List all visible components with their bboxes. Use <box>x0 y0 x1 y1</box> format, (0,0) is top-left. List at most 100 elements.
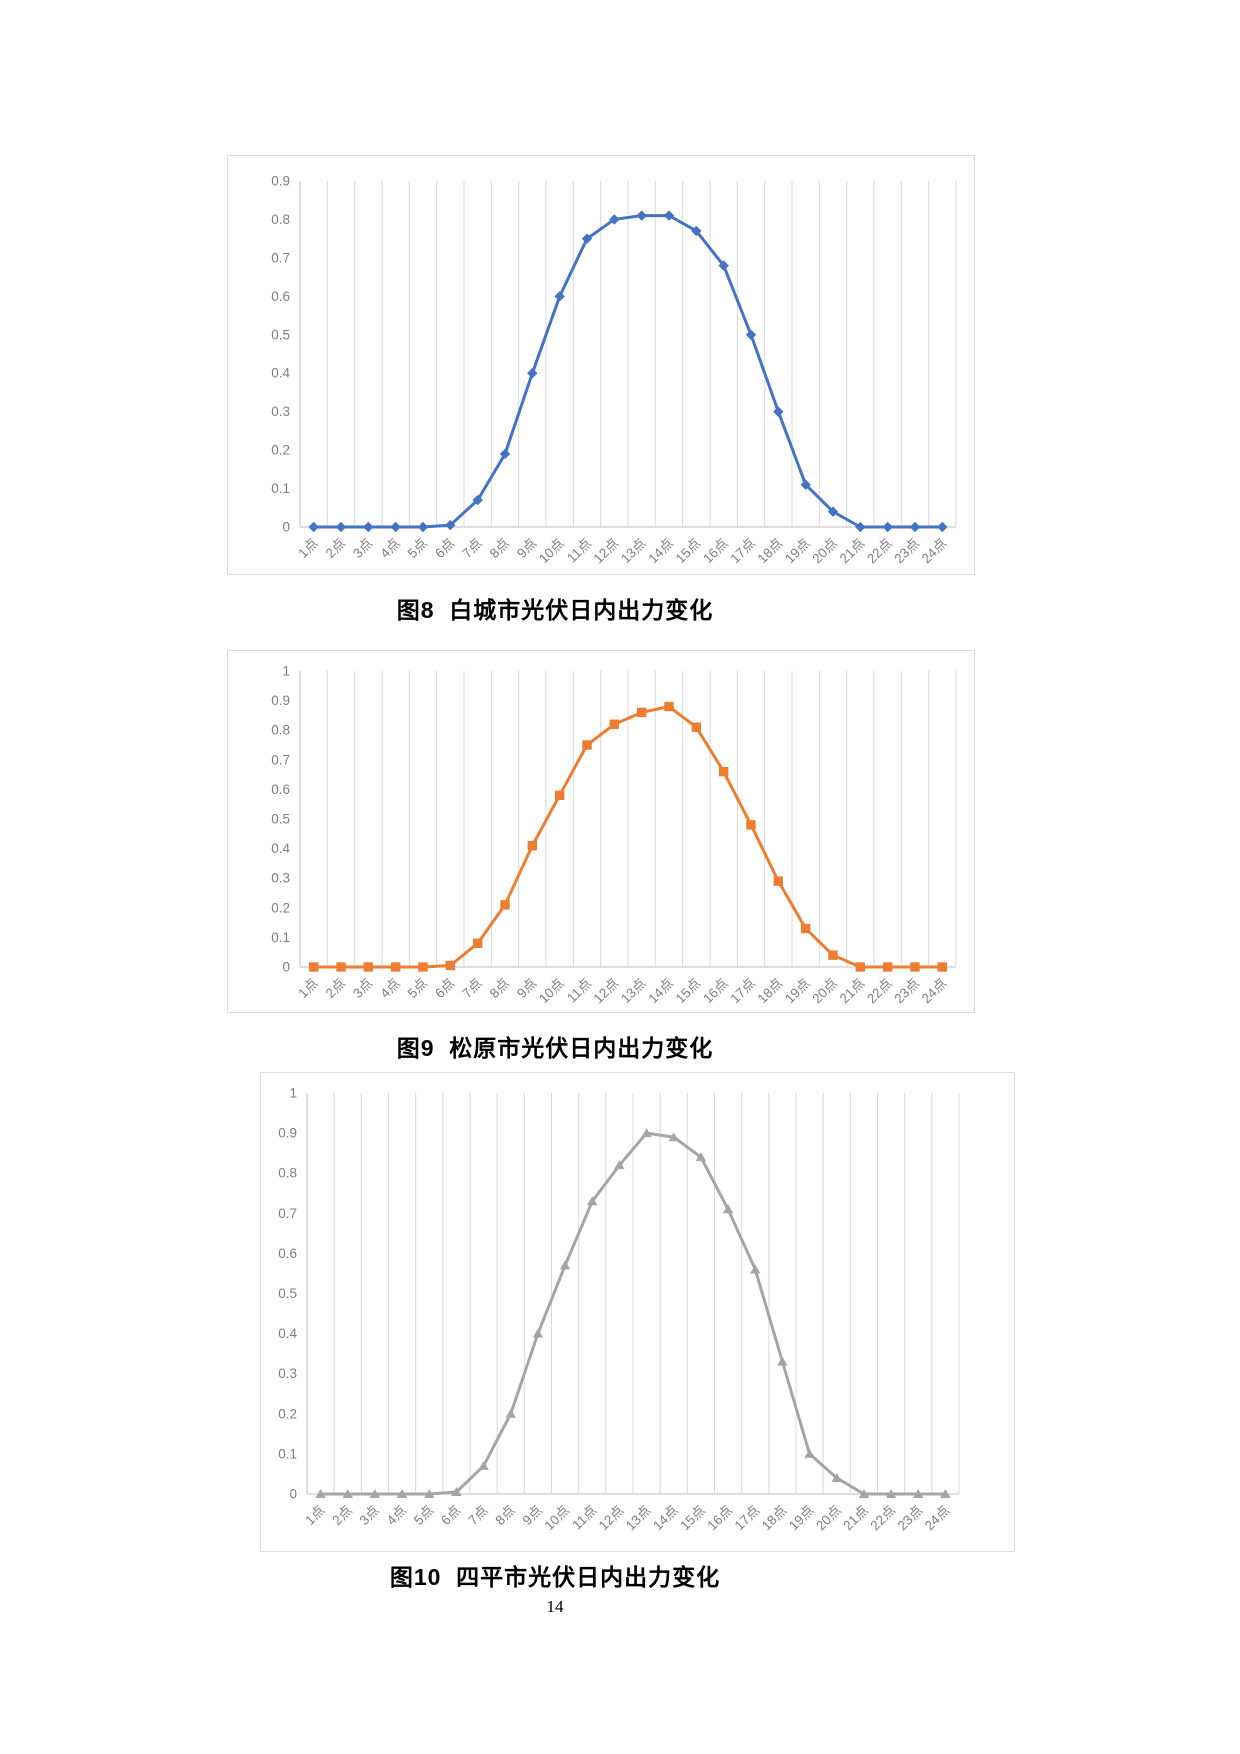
data-point-marker <box>445 960 456 971</box>
figure8-caption: 图8 白城市光伏日内出力变化 <box>396 597 714 623</box>
y-tick-label: 0.2 <box>271 900 290 915</box>
x-tick-label: 19点 <box>782 976 813 1007</box>
chart-baicheng-svg: 0 0.1 0.2 0.3 0.4 0.5 0.6 0.7 0.8 0.9 1点 2点 3点 4点 5点 6点… <box>271 174 957 567</box>
data-point-marker <box>636 210 647 221</box>
data-point-marker <box>664 701 674 712</box>
y-tick-label: 0.3 <box>278 1366 297 1381</box>
data-point-marker <box>718 766 729 777</box>
x-tick-label: 21点 <box>837 536 868 567</box>
x-tick-label: 24点 <box>919 976 950 1007</box>
data-point-marker <box>587 1196 598 1206</box>
figure10-caption: 图10 四平市光伏日内出力变化 <box>389 1564 721 1590</box>
data-point-marker <box>695 1152 707 1162</box>
data-point-marker <box>777 1356 788 1366</box>
data-point-marker <box>369 1489 381 1498</box>
data-point-marker <box>800 923 811 934</box>
series-line <box>319 1131 947 1496</box>
data-point-marker <box>532 1328 544 1338</box>
data-point-marker <box>745 329 757 340</box>
data-point-marker <box>827 506 839 517</box>
data-point-marker <box>831 1472 842 1482</box>
x-tick-label: 1点 <box>295 976 320 1001</box>
data-point-marker <box>750 1264 761 1274</box>
y-tick-label: 0.7 <box>271 250 290 265</box>
data-point-marker <box>858 1489 870 1498</box>
x-tick-label: 16点 <box>704 1503 735 1534</box>
x-tick-label: 17点 <box>732 1503 763 1534</box>
data-point-marker <box>417 521 429 533</box>
y-tick-label: 0.8 <box>278 1166 297 1181</box>
x-tick-label: 5点 <box>405 536 430 561</box>
data-point-marker <box>609 719 620 729</box>
y-tick-label: 0 <box>282 960 290 975</box>
data-point-marker <box>855 962 866 972</box>
data-point-marker <box>451 1486 462 1496</box>
x-tick-label: 3点 <box>350 536 375 561</box>
data-point-marker <box>909 521 921 533</box>
y-tick-label: 0.2 <box>271 443 290 458</box>
y-tick-label: 0.9 <box>278 1126 297 1141</box>
data-point-marker <box>472 938 483 949</box>
data-point-marker <box>559 1260 571 1270</box>
x-tick-label: 3点 <box>357 1503 382 1528</box>
data-point-marker <box>336 962 346 972</box>
x-tick-label: 13点 <box>618 536 649 567</box>
data-point-marker <box>804 1448 815 1458</box>
x-tick-label: 15点 <box>673 976 704 1007</box>
x-tick-label: 8点 <box>487 976 512 1001</box>
data-point-marker <box>663 210 675 221</box>
x-tick-label: 8点 <box>487 536 512 561</box>
x-tick-label: 15点 <box>677 1503 708 1534</box>
y-tick-label: 0.4 <box>271 366 290 381</box>
data-point-marker <box>390 521 401 533</box>
x-tick-label: 21点 <box>837 976 868 1007</box>
data-point-marker <box>554 291 565 302</box>
y-tick-label: 0.3 <box>271 404 290 419</box>
x-tick-label: 17点 <box>727 976 758 1007</box>
x-tick-label: 17点 <box>727 536 758 567</box>
x-tick-label: 12点 <box>596 1503 627 1534</box>
data-point-marker <box>940 1489 951 1498</box>
x-tick-label: 10点 <box>536 976 567 1007</box>
y-tick-label: 0 <box>289 1487 297 1502</box>
x-tick-label: 12点 <box>591 976 622 1007</box>
x-tick-label: 24点 <box>919 536 950 567</box>
data-point-marker <box>828 950 838 960</box>
x-tick-label: 7点 <box>459 976 484 1001</box>
x-tick-label: 2点 <box>323 536 348 561</box>
y-tick-label: 0.9 <box>271 174 290 189</box>
x-tick-label: 22点 <box>864 536 895 567</box>
x-tick-label: 2点 <box>323 976 348 1001</box>
data-point-marker <box>614 1160 625 1170</box>
x-tick-label: 18点 <box>755 536 786 567</box>
data-point-marker <box>500 900 510 910</box>
data-point-marker <box>855 521 866 533</box>
y-tick-label: 0.7 <box>271 752 290 767</box>
data-point-marker <box>722 1204 734 1214</box>
y-tick-label: 0.8 <box>271 723 290 738</box>
data-point-marker <box>554 790 565 801</box>
x-tick-label: 5点 <box>405 976 430 1001</box>
x-tick-label: 16点 <box>700 536 731 567</box>
x-tick-label: 22点 <box>864 976 895 1007</box>
data-point-marker <box>396 1489 408 1498</box>
data-point-marker <box>885 1489 897 1498</box>
y-tick-label: 0.1 <box>271 481 290 496</box>
x-tick-label: 11点 <box>564 976 594 1006</box>
data-point-marker <box>335 521 347 533</box>
x-tick-label: 18点 <box>755 976 786 1007</box>
chart-songyuan-box: 0 0.1 0.2 0.3 0.4 0.5 0.6 0.7 0.8 0.9 1 1点 2点 3点 4点 5点 6… <box>227 650 975 1013</box>
y-tick-label: 1 <box>282 664 290 679</box>
chart-baicheng-box: 0 0.1 0.2 0.3 0.4 0.5 0.6 0.7 0.8 0.9 1点 2点 3点 4点 5点 6点… <box>227 155 975 575</box>
data-point-marker <box>478 1460 489 1470</box>
data-point-marker <box>424 1489 435 1498</box>
data-point-marker <box>882 521 893 533</box>
x-tick-label: 4点 <box>384 1503 409 1528</box>
x-tick-label: 23点 <box>895 1503 926 1534</box>
y-tick-label: 1 <box>289 1086 297 1101</box>
data-point-marker <box>937 521 948 533</box>
y-tick-label: 0.6 <box>271 289 290 304</box>
data-point-marker <box>691 722 702 732</box>
data-point-marker <box>527 368 538 379</box>
